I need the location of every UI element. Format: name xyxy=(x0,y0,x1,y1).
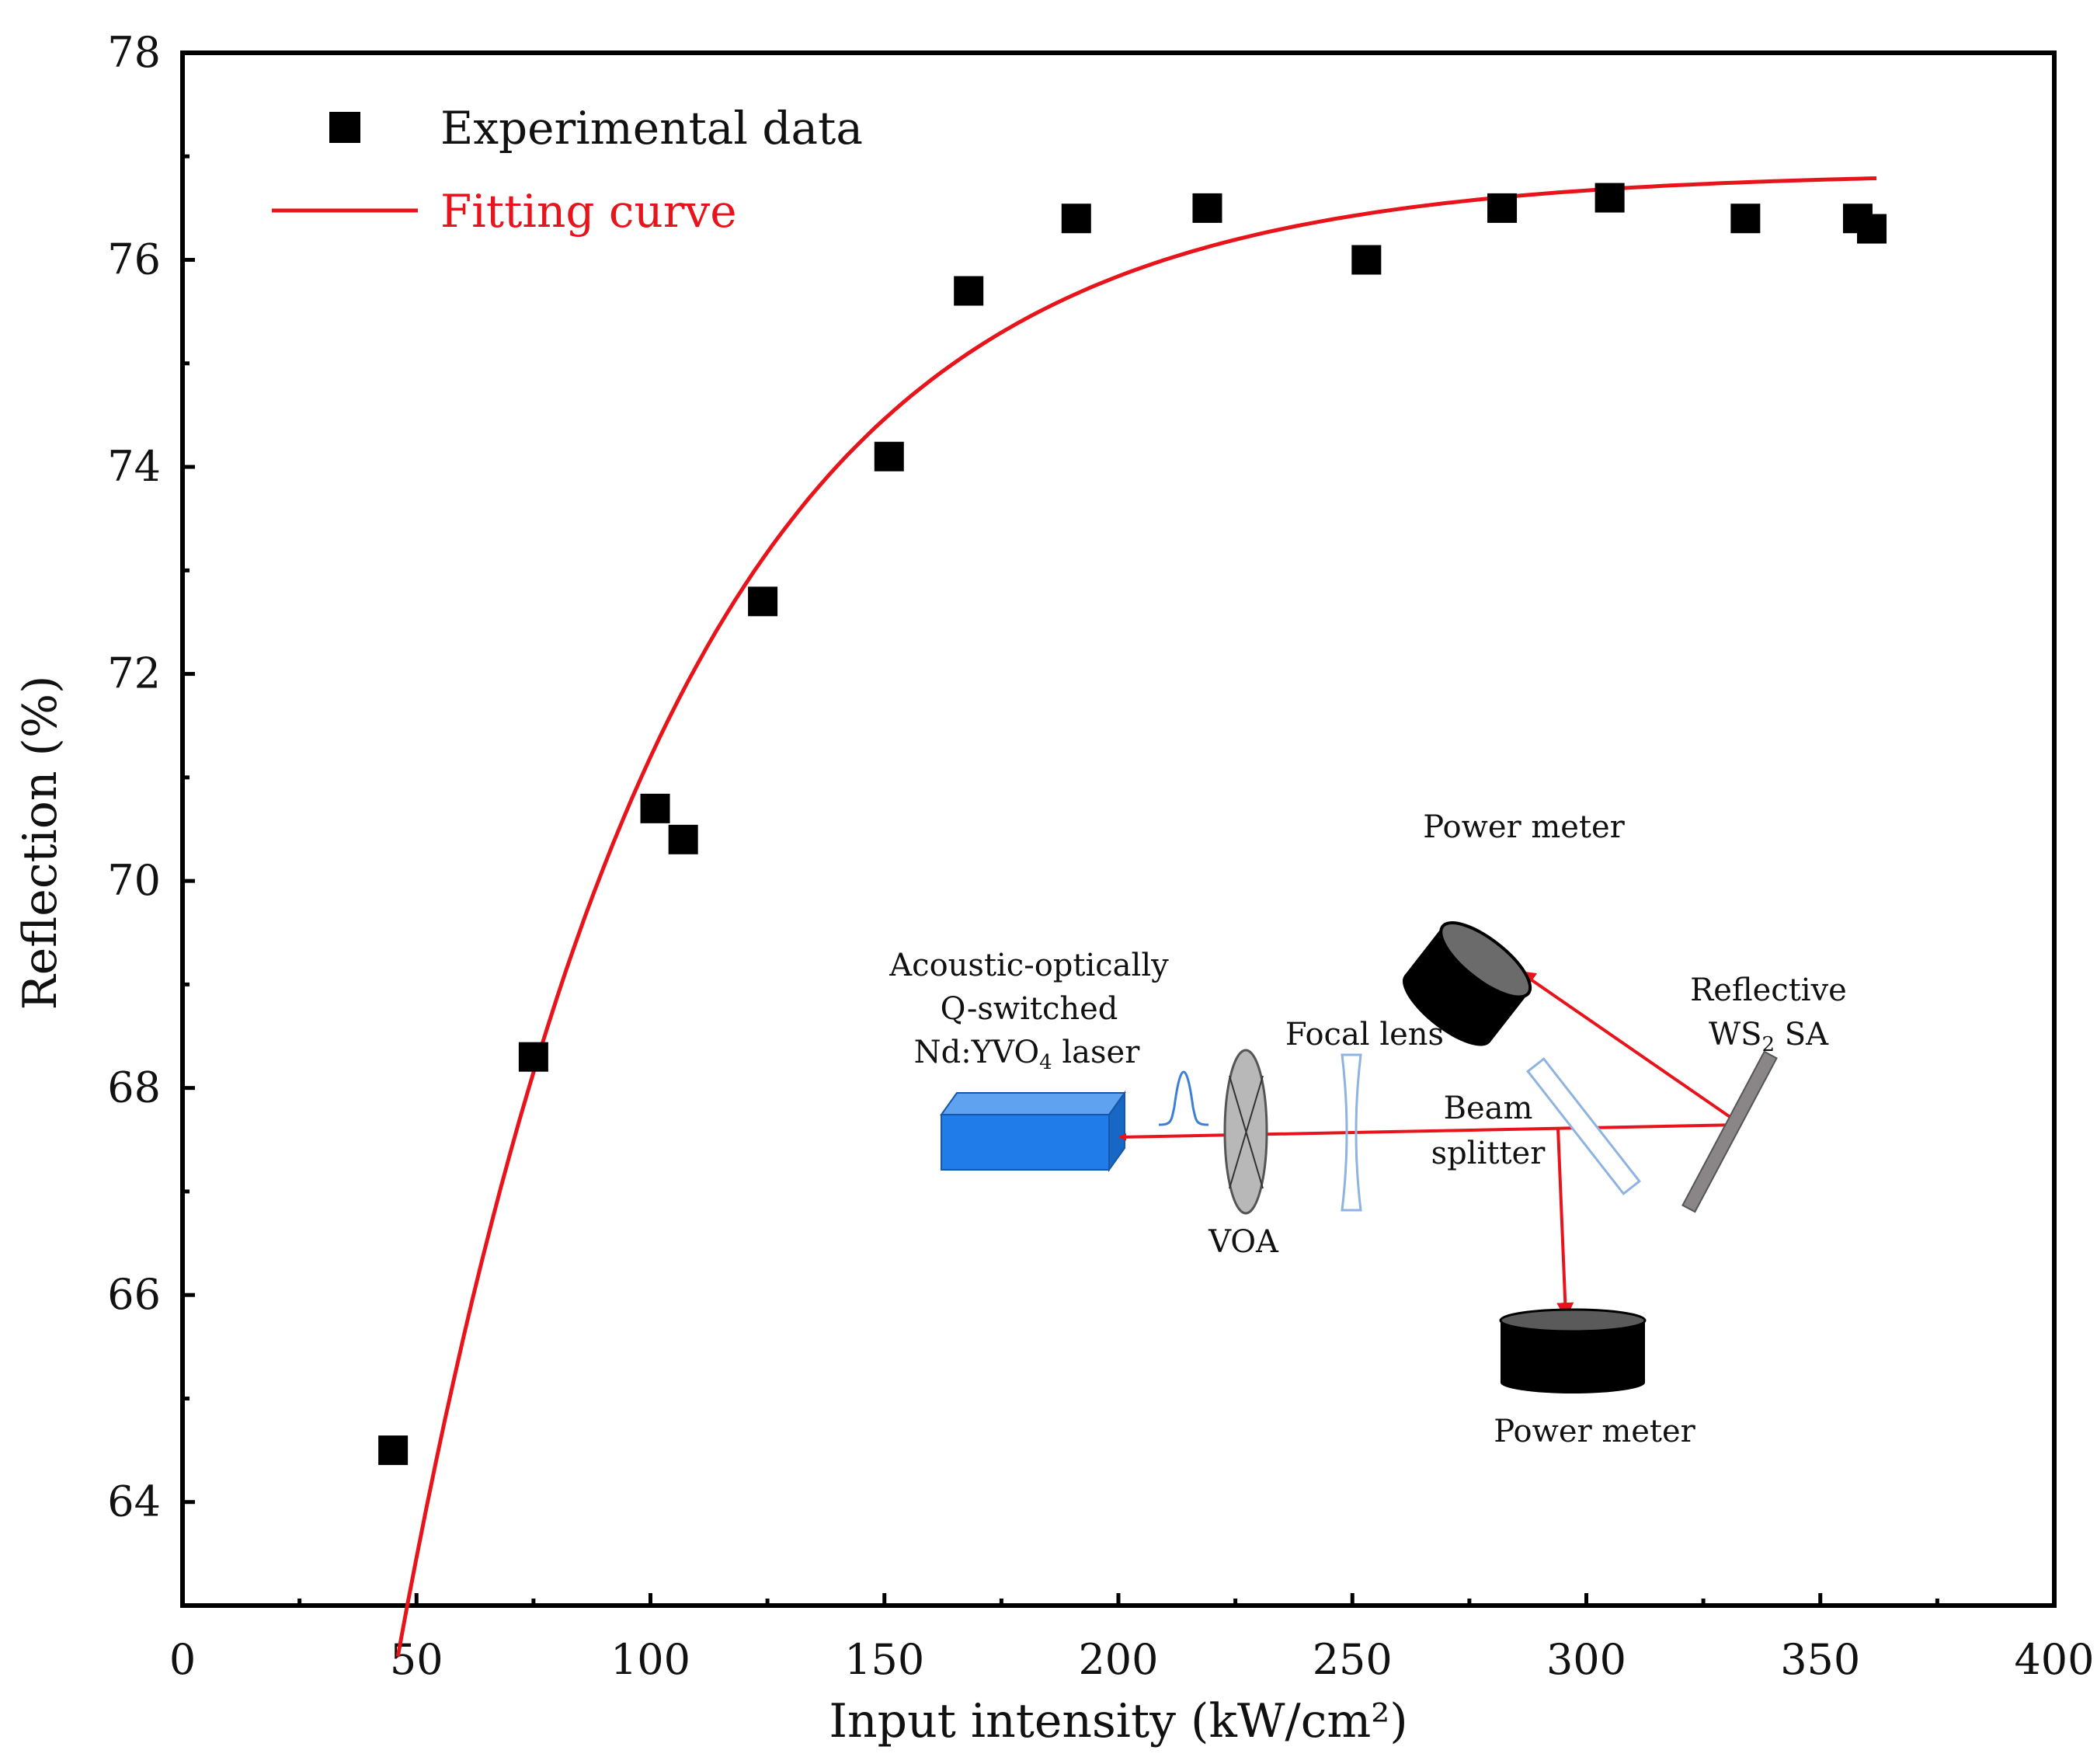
y-tick-label: 74 xyxy=(107,442,161,491)
reflective-label-line1: Reflective xyxy=(1690,972,1847,1008)
laser-label-line2: Q-switched xyxy=(941,991,1118,1027)
x-tick-label: 0 xyxy=(169,1635,196,1684)
x-tick-label: 400 xyxy=(2014,1635,2094,1684)
y-axis: 64 66 68 70 72 74 76 78 xyxy=(107,28,195,1608)
beam-splitter xyxy=(1526,1057,1641,1195)
data-point xyxy=(1351,245,1382,275)
x-axis: 0 50 100 150 200 250 300 350 400 xyxy=(169,1593,2095,1684)
y-tick-label: 64 xyxy=(107,1477,161,1526)
power-meter-bottom xyxy=(1499,1308,1647,1393)
power-meter-bottom-label: Power meter xyxy=(1494,1414,1695,1449)
data-point xyxy=(954,276,984,306)
laser-label-line3: Nd:YVO4 laser xyxy=(914,1035,1141,1074)
x-tick-label: 200 xyxy=(1078,1635,1158,1684)
voa-attenuator xyxy=(1223,1049,1268,1215)
y-tick-label: 76 xyxy=(107,235,161,284)
pulse-icon xyxy=(1158,1070,1209,1126)
laser-beam xyxy=(1118,1123,1742,1141)
y-tick-label: 68 xyxy=(107,1063,161,1112)
data-point xyxy=(1594,183,1625,213)
x-axis-label: Input intensity (kW/cm²) xyxy=(829,1694,1407,1748)
data-point xyxy=(378,1435,409,1466)
y-tick-label: 72 xyxy=(107,649,161,698)
reflected-beam xyxy=(1518,970,1743,1126)
legend-label-fitting: Fitting curve xyxy=(440,185,737,238)
data-point xyxy=(874,441,904,471)
x-tick-label: 100 xyxy=(610,1635,690,1684)
experimental-data-points xyxy=(378,183,1887,1466)
reflective-ws2-sa xyxy=(1681,1050,1778,1213)
setup-diagram-inset: Acoustic-optically Q-switched Nd:YVO4 la… xyxy=(889,809,1847,1449)
data-point xyxy=(668,824,698,854)
split-beam xyxy=(1556,1127,1574,1320)
x-tick-label: 350 xyxy=(1780,1635,1860,1684)
voa-label: VOA xyxy=(1208,1224,1279,1260)
data-point xyxy=(518,1042,548,1072)
reflective-label-line2: WS2 SA xyxy=(1709,1017,1829,1056)
data-point xyxy=(1192,193,1222,223)
data-point xyxy=(748,586,778,617)
legend: Experimental data Fitting curve xyxy=(272,102,863,238)
laser-label-line1: Acoustic-optically xyxy=(889,948,1169,983)
focal-lens-label: Focal lens xyxy=(1285,1017,1444,1052)
power-meter-top-label: Power meter xyxy=(1423,809,1625,845)
x-tick-label: 150 xyxy=(844,1635,924,1684)
beam-splitter-label-line1: Beam xyxy=(1444,1091,1533,1126)
y-tick-label: 66 xyxy=(107,1270,161,1319)
x-tick-label: 50 xyxy=(390,1635,443,1684)
power-meter-top xyxy=(1402,921,1532,1046)
plot-frame xyxy=(180,50,2057,1608)
y-axis-label: Reflection (%) xyxy=(13,676,68,1011)
laser-source xyxy=(940,1090,1126,1173)
y-tick-label: 70 xyxy=(107,856,161,905)
data-point xyxy=(1487,193,1518,223)
legend-label-experimental: Experimental data xyxy=(440,102,863,155)
beam-splitter-label-line2: splitter xyxy=(1431,1136,1546,1171)
x-tick-label: 250 xyxy=(1313,1635,1393,1684)
data-point xyxy=(640,793,670,823)
focal-lens xyxy=(1341,1053,1362,1212)
data-point xyxy=(1061,204,1091,234)
x-tick-label: 300 xyxy=(1546,1635,1626,1684)
fitting-curve-line xyxy=(395,176,1877,1658)
data-point xyxy=(1730,204,1761,234)
data-point xyxy=(1857,214,1887,244)
y-tick-label: 78 xyxy=(107,28,161,77)
legend-marker-square xyxy=(329,112,360,143)
